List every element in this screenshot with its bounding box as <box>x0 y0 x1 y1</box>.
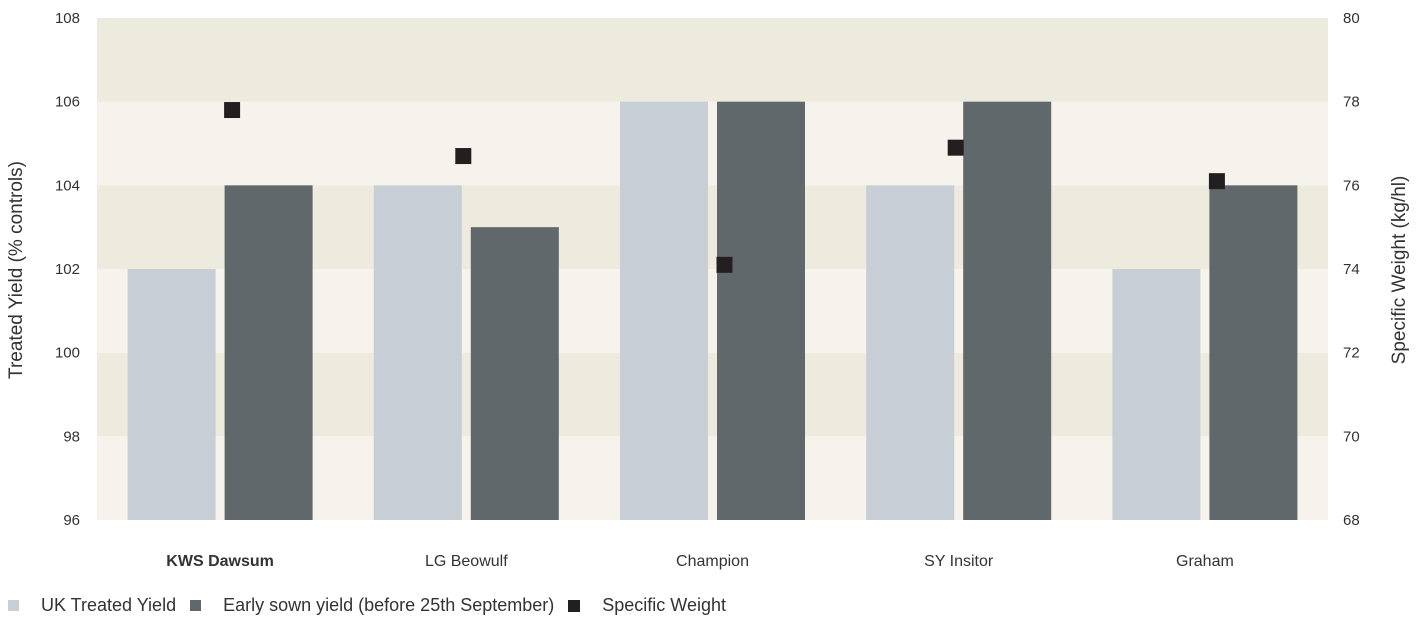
left-axis-title: Treated Yield (% controls) <box>6 161 27 379</box>
legend-label-early-sown-yield: Early sown yield (before 25th September) <box>223 595 555 615</box>
background-band <box>97 101 1328 186</box>
legend-swatch-specific-weight <box>568 599 581 612</box>
legend-swatch-uk-treated-yield <box>8 600 19 611</box>
right-axis-tick-label: 68 <box>1343 512 1360 529</box>
right-axis-tick-label: 74 <box>1343 261 1360 278</box>
specific-weight-point <box>1208 173 1225 190</box>
early-sown-yield-bar <box>963 101 1052 521</box>
category-label: SY Insitor <box>924 553 994 570</box>
early-sown-yield-bar <box>224 185 313 521</box>
left-axis-ticks: 96 98 100 102 104 106 108 <box>55 10 80 529</box>
specific-weight-point <box>224 102 241 119</box>
legend-item-uk-treated-yield: UK Treated Yield <box>8 595 176 616</box>
specific-weight-points <box>224 102 1225 273</box>
right-axis-tick-label: 78 <box>1343 94 1360 111</box>
uk-treated-yield-bar <box>1112 269 1201 520</box>
legend-swatch-early-sown-yield <box>190 600 202 611</box>
specific-weight-point <box>947 139 964 156</box>
specific-weight-point <box>716 256 733 273</box>
left-axis-tick-label: 104 <box>55 177 80 194</box>
legend-item-specific-weight: Specific Weight <box>568 595 726 616</box>
early-sown-yield-bar <box>717 101 805 521</box>
legend: UK Treated Yield Early sown yield (befor… <box>8 595 740 616</box>
early-sown-yield-bar <box>470 227 559 520</box>
left-axis-tick-label: 100 <box>55 345 80 362</box>
chart: 96 98 100 102 104 106 108 68 70 72 74 76 78 80 KWS D… <box>6 10 1410 570</box>
category-label: Graham <box>1176 553 1234 570</box>
left-axis-tick-label: 106 <box>55 94 80 111</box>
right-axis-tick-label: 80 <box>1343 10 1360 27</box>
uk-treated-yield-bar <box>127 269 216 520</box>
right-axis-ticks: 68 70 72 74 76 78 80 <box>1343 10 1360 529</box>
category-label: KWS Dawsum <box>166 553 274 570</box>
early-sown-yield-bar <box>1209 185 1298 521</box>
category-label: LG Beowulf <box>425 553 508 570</box>
left-axis-tick-label: 108 <box>55 10 80 27</box>
left-axis-tick-label: 96 <box>63 512 80 529</box>
category-labels: KWS Dawsum LG Beowulf Champion SY Insitor Gr… <box>166 553 1233 570</box>
left-axis-tick-label: 102 <box>55 261 80 278</box>
right-axis-tick-label: 70 <box>1343 428 1360 445</box>
legend-label-uk-treated-yield: UK Treated Yield <box>41 595 177 615</box>
specific-weight-point <box>455 148 472 165</box>
uk-treated-yield-bar <box>373 185 462 521</box>
uk-treated-yield-bar <box>866 185 955 521</box>
legend-label-specific-weight: Specific Weight <box>602 595 726 615</box>
left-axis-tick-label: 98 <box>63 428 80 445</box>
category-label: Champion <box>676 553 749 570</box>
right-axis-tick-label: 72 <box>1343 345 1360 362</box>
background-band <box>97 18 1328 102</box>
right-axis-title: Specific Weight (kg/hl) <box>1389 176 1410 365</box>
uk-treated-yield-bar <box>620 101 708 521</box>
bars <box>127 101 1298 521</box>
right-axis-tick-label: 76 <box>1343 177 1360 194</box>
legend-item-early-sown-yield: Early sown yield (before 25th September) <box>190 595 554 616</box>
